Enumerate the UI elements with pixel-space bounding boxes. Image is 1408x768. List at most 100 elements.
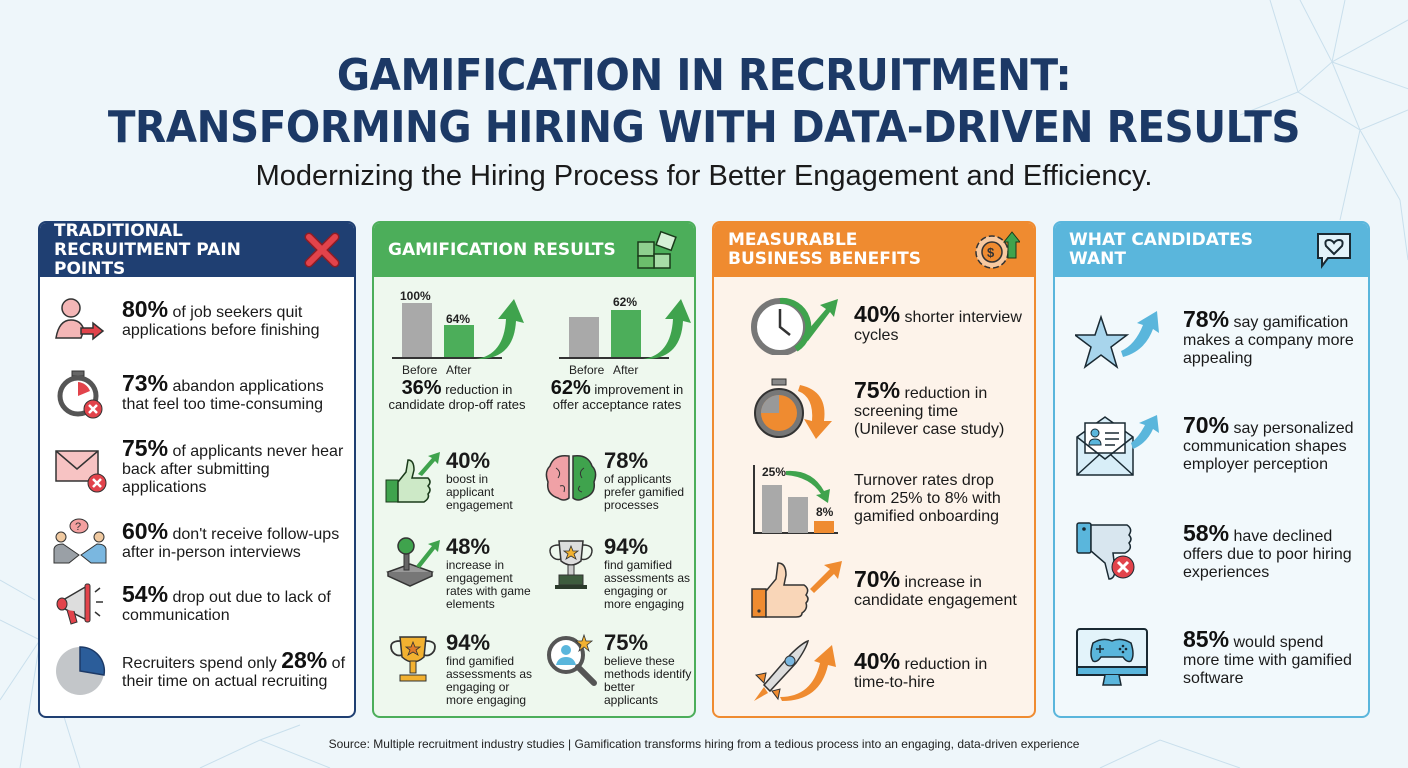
stat-text: increase in engagement rates with game e… — [446, 558, 531, 611]
list-item: 80% of job seekers quit applications bef… — [52, 295, 346, 345]
before-axis-label: Before — [569, 363, 605, 377]
after-axis-label: After — [446, 363, 472, 377]
stat-value: 40% — [854, 301, 901, 327]
stat-text: reduction in candidate drop-off rates — [388, 382, 526, 412]
list-item: 58% have declined offers due to poor hir… — [1075, 521, 1360, 585]
pie-chart-icon — [52, 645, 108, 697]
envelope-x-icon — [52, 440, 108, 496]
panel-header-gamification: GAMIFICATION RESULTS — [374, 223, 694, 277]
stat-value: 36% — [401, 377, 442, 399]
turnover-chart-icon: 25% 8% — [750, 463, 846, 535]
list-item: Recruiters spend only 28% of their time … — [52, 645, 346, 697]
list-item: 48% increase in engagement rates with gam… — [384, 535, 534, 611]
panel-pain-points: TRADITIONAL RECRUITMENT PAIN POINTS 80% … — [38, 221, 356, 718]
list-item: ? 60% don't receive follow-ups after in-… — [52, 517, 346, 567]
rocket-icon — [750, 639, 846, 705]
stopwatch-x-icon — [52, 369, 108, 419]
stat-text: of job seekers quit applications before … — [122, 304, 320, 339]
green-up-arrow-icon — [643, 299, 691, 359]
thumbs-up-arrow-icon — [384, 449, 442, 507]
stat-value: 73% — [122, 370, 169, 396]
list-item: 78% of applicants prefer gamified process… — [542, 449, 692, 512]
stat-value: 40% — [446, 448, 491, 473]
list-item: 54% drop out due to lack of communicatio… — [52, 580, 346, 630]
magnifier-user-icon — [542, 631, 600, 689]
stat-value: 58% — [1183, 520, 1230, 546]
list-item: 75% believe these methods identify better… — [542, 631, 692, 707]
list-item: 40% shorter interview cycles — [750, 295, 1026, 355]
stat-value: 48% — [446, 534, 491, 559]
stat-text: find gamified assessments as engaging or… — [446, 654, 533, 707]
list-item: 70% increase in candidate engagement — [750, 559, 1026, 621]
stat-text: believe these methods identify better ap… — [604, 654, 692, 707]
panel-gamification-results: GAMIFICATION RESULTS 100% 64% Before Aft… — [372, 221, 696, 718]
list-item: 75% reduction in screening time (Unileve… — [750, 377, 1026, 443]
stat-text: of applicants never hear back after subm… — [122, 443, 344, 496]
envelope-profile-icon — [1075, 413, 1171, 477]
stat-value: 62% — [550, 377, 591, 399]
list-item: 78% say gamification makes a company mor… — [1075, 307, 1360, 371]
stat-text: have declined offers due to poor hiring … — [1183, 528, 1352, 581]
stat-text: of their time on actual recruiting — [122, 655, 346, 690]
stat-text: boost in applicant engagement — [446, 472, 513, 512]
panel-business-benefits: MEASURABLE BUSINESS BENEFITS $ 40% short… — [712, 221, 1036, 718]
list-item: 85% would spend more time with gamified … — [1075, 627, 1360, 691]
stat-text: of applicants prefer gamified processes — [604, 472, 685, 512]
after-value-label: 62% — [613, 295, 638, 309]
svg-text:$: $ — [987, 245, 995, 260]
source-footer: Source: Multiple recruitment industry st… — [328, 737, 1080, 751]
chart-low-label: 8% — [816, 505, 834, 519]
stat-value: 75% — [122, 435, 169, 461]
clock-arrow-icon — [750, 295, 846, 355]
thumbs-down-x-icon — [1075, 521, 1171, 585]
stat-text: reduction in screening time (Unilever ca… — [854, 385, 1005, 438]
offer-caption: 62% improvement in offer acceptance rate… — [542, 378, 692, 412]
after-bar — [611, 310, 641, 357]
chart-high-label: 25% — [762, 465, 787, 479]
before-bar — [569, 317, 599, 357]
list-item: 75% of applicants never hear back after … — [52, 437, 346, 497]
stat-text: find gamified assessments as engaging or… — [604, 558, 691, 611]
stat-value: 70% — [1183, 412, 1230, 438]
megaphone-icon — [52, 580, 108, 630]
stopwatch-down-icon — [750, 377, 846, 443]
stat-text: say personalized communication shapes em… — [1183, 420, 1354, 473]
stat-text: would spend more time with gamified soft… — [1183, 634, 1352, 687]
stat-value: 60% — [122, 518, 169, 544]
stat-value: 94% — [446, 630, 491, 655]
puzzle-icon — [636, 230, 680, 270]
panel-header-candidates: WHAT CANDIDATES WANT — [1055, 223, 1368, 277]
stat-value: 78% — [1183, 306, 1230, 332]
before-axis-label: Before — [402, 363, 438, 377]
stat-value: 75% — [854, 377, 901, 403]
offer-acceptance-bar-chart: 62% Before After — [559, 289, 694, 379]
stat-value: 75% — [604, 630, 649, 655]
stat-value: 80% — [122, 296, 169, 322]
panel-header-business: MEASURABLE BUSINESS BENEFITS $ — [714, 223, 1034, 277]
stat-text: say gamification makes a company more ap… — [1183, 314, 1354, 367]
gear-dollar-icon: $ — [972, 228, 1020, 272]
silver-trophy-icon — [542, 535, 600, 593]
page-title-line1: GAMIFICATION IN RECRUITMENT: — [336, 50, 1072, 101]
stat-value: 78% — [604, 448, 649, 473]
page-subtitle: Modernizing the Hiring Process for Bette… — [255, 160, 1153, 192]
heart-chat-icon — [1314, 230, 1354, 270]
list-item: 25% 8% Turnover rates drop from 25% to 8… — [750, 463, 1026, 535]
monitor-gamepad-icon — [1075, 627, 1171, 691]
list-item: 40% reduction in time-to-hire — [750, 639, 1026, 705]
stat-value: 70% — [854, 566, 901, 592]
stat-text: reduction in time-to-hire — [854, 656, 988, 691]
dropoff-bar-chart: 100% 64% Before After — [392, 289, 532, 379]
stat-prefix: Recruiters spend only — [122, 655, 282, 672]
stat-value: 94% — [604, 534, 649, 559]
after-axis-label: After — [613, 363, 639, 377]
list-item: 73% abandon applications that feel too t… — [52, 369, 346, 419]
stat-value: 54% — [122, 581, 169, 607]
red-x-icon — [304, 232, 340, 268]
list-item: 94% find gamified assessments as engaging… — [384, 631, 534, 707]
page-title-line2: TRANSFORMING HIRING WITH DATA-DRIVEN RES… — [107, 102, 1301, 153]
stat-text: improvement in offer acceptance rates — [552, 382, 684, 412]
stat-text: shorter interview cycles — [854, 309, 1022, 344]
panel-header-pain-points: TRADITIONAL RECRUITMENT PAIN POINTS — [40, 223, 354, 278]
gold-trophy-icon — [384, 631, 442, 689]
